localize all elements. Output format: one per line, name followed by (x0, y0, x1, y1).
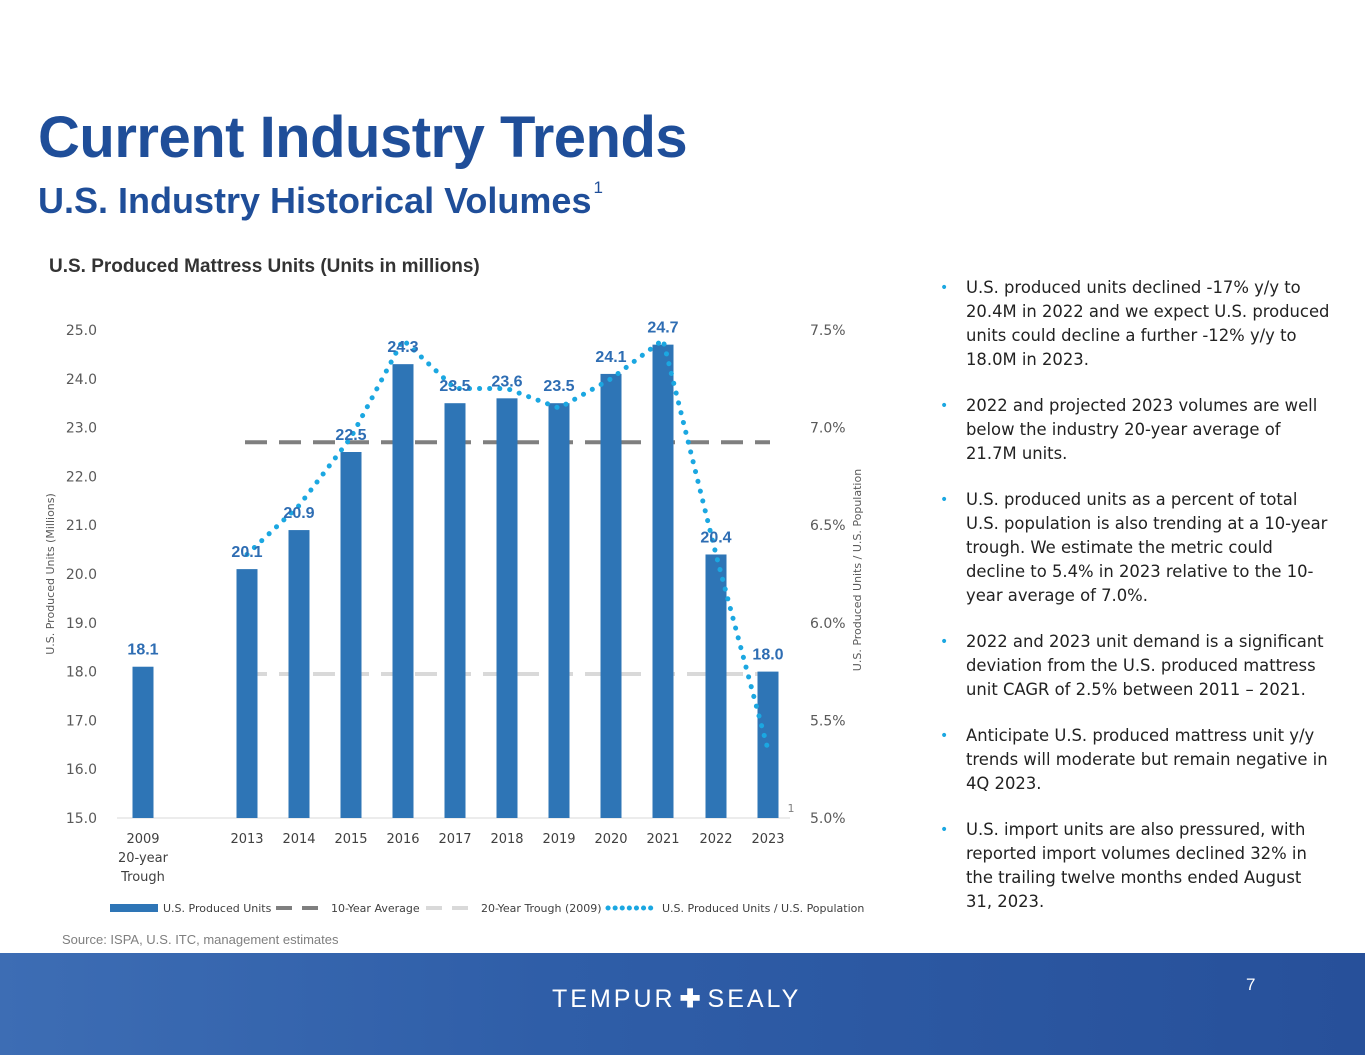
y-right-tick-label: 6.0% (810, 616, 846, 632)
ratio-dotted-line (244, 335, 771, 753)
x-tick-label: 2017 (438, 832, 471, 847)
subtitle-footnote: 1 (593, 178, 603, 197)
bar-value-label: 20.9 (283, 505, 314, 522)
bar-2013 (236, 569, 258, 818)
bar-value-label: 23.6 (491, 373, 522, 390)
legend-label: 20-Year Trough (2009) (481, 902, 602, 915)
bullet-item: • 2022 and projected 2023 volumes are wel… (940, 394, 1330, 466)
y-right-tick-label: 6.5% (810, 518, 846, 534)
bar-2018 (496, 398, 518, 818)
x-tick-label: Trough (120, 870, 165, 885)
x-tick-label: 2023 (751, 832, 784, 847)
x-tick-label: 2013 (230, 832, 263, 847)
source-note: Source: ISPA, U.S. ITC, management estim… (62, 932, 339, 947)
x-tick-label: 2015 (334, 832, 367, 847)
bar-value-label: 24.3 (387, 339, 418, 356)
page-title: Current Industry Trends (38, 105, 688, 170)
x-tick-label: 2021 (646, 832, 679, 847)
bullet-icon: • (940, 728, 949, 744)
logo-right: SEALY (707, 985, 802, 1013)
y-left-tick-label: 15.0 (66, 811, 97, 827)
x-tick-label: 2019 (542, 832, 575, 847)
x-tick-label: 20-year (118, 851, 169, 866)
bullet-text: Anticipate U.S. produced mattress unit y… (966, 726, 1328, 793)
legend-label: 10-Year Average (331, 902, 420, 915)
bar-2016 (392, 364, 414, 818)
bullet-item: • U.S. produced units declined -17% y/y t… (940, 276, 1330, 372)
y-right-axis-title: U.S. Produced Units / U.S. Population (851, 469, 864, 671)
bar-value-label: 23.5 (543, 378, 574, 395)
plus-icon: ✚ (679, 985, 704, 1013)
chart-heading: U.S. Produced Mattress Units (Units in m… (49, 256, 480, 277)
y-left-tick-label: 25.0 (66, 323, 97, 339)
y-left-tick-label: 21.0 (66, 518, 97, 534)
y-left-tick-label: 17.0 (66, 713, 97, 729)
mattress-units-chart: 15.0 16.0 17.0 18.0 19.0 20.0 21.0 22.0 23.0 24.0… (44, 320, 864, 915)
x-tick-label: 2009 (126, 832, 159, 847)
bullet-item: • U.S. produced units as a percent of tot… (940, 488, 1330, 608)
bar-2019 (548, 403, 570, 818)
bar-2020 (600, 373, 622, 818)
bar-value-label: 18.0 (752, 647, 783, 664)
bullet-icon: • (940, 398, 949, 414)
bar-2021 (652, 344, 674, 818)
y-left-tick-label: 16.0 (66, 762, 97, 778)
y-left-tick-label: 18.0 (66, 665, 97, 681)
bar-value-label: 23.5 (439, 378, 470, 395)
page-subtitle: U.S. Industry Historical Volumes 1 (38, 178, 603, 222)
bar-value-label: 20.4 (700, 529, 731, 546)
y-left-tick-label: 23.0 (66, 421, 97, 437)
legend-swatch-bars (110, 904, 158, 912)
x-tick-label: 2018 (490, 832, 523, 847)
subtitle-text: U.S. Industry Historical Volumes (38, 180, 592, 221)
y-left-axis-title: U.S. Produced Units (Millions) (44, 493, 57, 655)
bullet-icon: • (940, 634, 949, 650)
bullet-text: 2022 and 2023 unit demand is a significa… (966, 632, 1324, 699)
bullet-text: U.S. produced units declined -17% y/y to… (966, 278, 1330, 369)
bullet-icon: • (940, 280, 949, 296)
y-left-tick-label: 20.0 (66, 567, 97, 583)
bullet-text: U.S. produced units as a percent of tota… (966, 490, 1328, 605)
bullet-icon: • (940, 822, 949, 838)
page-number: 7 (1246, 975, 1256, 994)
x-tick-label: 2022 (699, 832, 732, 847)
y-right-tick-label: 7.0% (810, 421, 846, 437)
x-tick-label: 2020 (594, 832, 627, 847)
bar-value-label: 18.1 (127, 642, 158, 659)
bar-2017 (444, 403, 466, 818)
x-tick-label: 2014 (282, 832, 315, 847)
y-right-tick-label: 7.5% (810, 323, 846, 339)
y-left-tick-label: 22.0 (66, 469, 97, 485)
company-logo: TEMPUR ✚ SEALY (552, 984, 801, 1014)
bar-value-label: 20.1 (231, 544, 262, 561)
bar-value-label: 24.7 (647, 320, 678, 337)
key-points-list: • U.S. produced units declined -17% y/y t… (940, 276, 1330, 936)
bar-value-label: 22.5 (335, 427, 366, 444)
bullet-item: • U.S. import units are also pressured, w… (940, 818, 1330, 914)
bar-2014 (288, 530, 310, 818)
footer-bar (0, 953, 1365, 1055)
bar-value-label: 24.1 (595, 349, 626, 366)
bullet-text: 2022 and projected 2023 volumes are well… (966, 396, 1318, 463)
logo-left: TEMPUR (552, 985, 676, 1013)
bullet-text: U.S. import units are also pressured, wi… (966, 820, 1307, 911)
legend-label: U.S. Produced Units / U.S. Population (662, 902, 864, 915)
bar-2015 (340, 452, 362, 818)
chart-annotation: 1 (788, 802, 795, 815)
bullet-icon: • (940, 492, 949, 508)
y-left-tick-label: 19.0 (66, 616, 97, 632)
y-right-tick-label: 5.0% (810, 811, 846, 827)
bullet-item: • 2022 and 2023 unit demand is a signific… (940, 630, 1330, 702)
x-tick-label: 2016 (386, 832, 419, 847)
bar-2009 (132, 666, 154, 818)
y-right-tick-label: 5.5% (810, 713, 846, 729)
legend-label: U.S. Produced Units (163, 902, 272, 915)
bar-2022 (705, 554, 727, 818)
y-left-tick-label: 24.0 (66, 372, 97, 388)
bullet-item: • Anticipate U.S. produced mattress unit … (940, 724, 1330, 796)
